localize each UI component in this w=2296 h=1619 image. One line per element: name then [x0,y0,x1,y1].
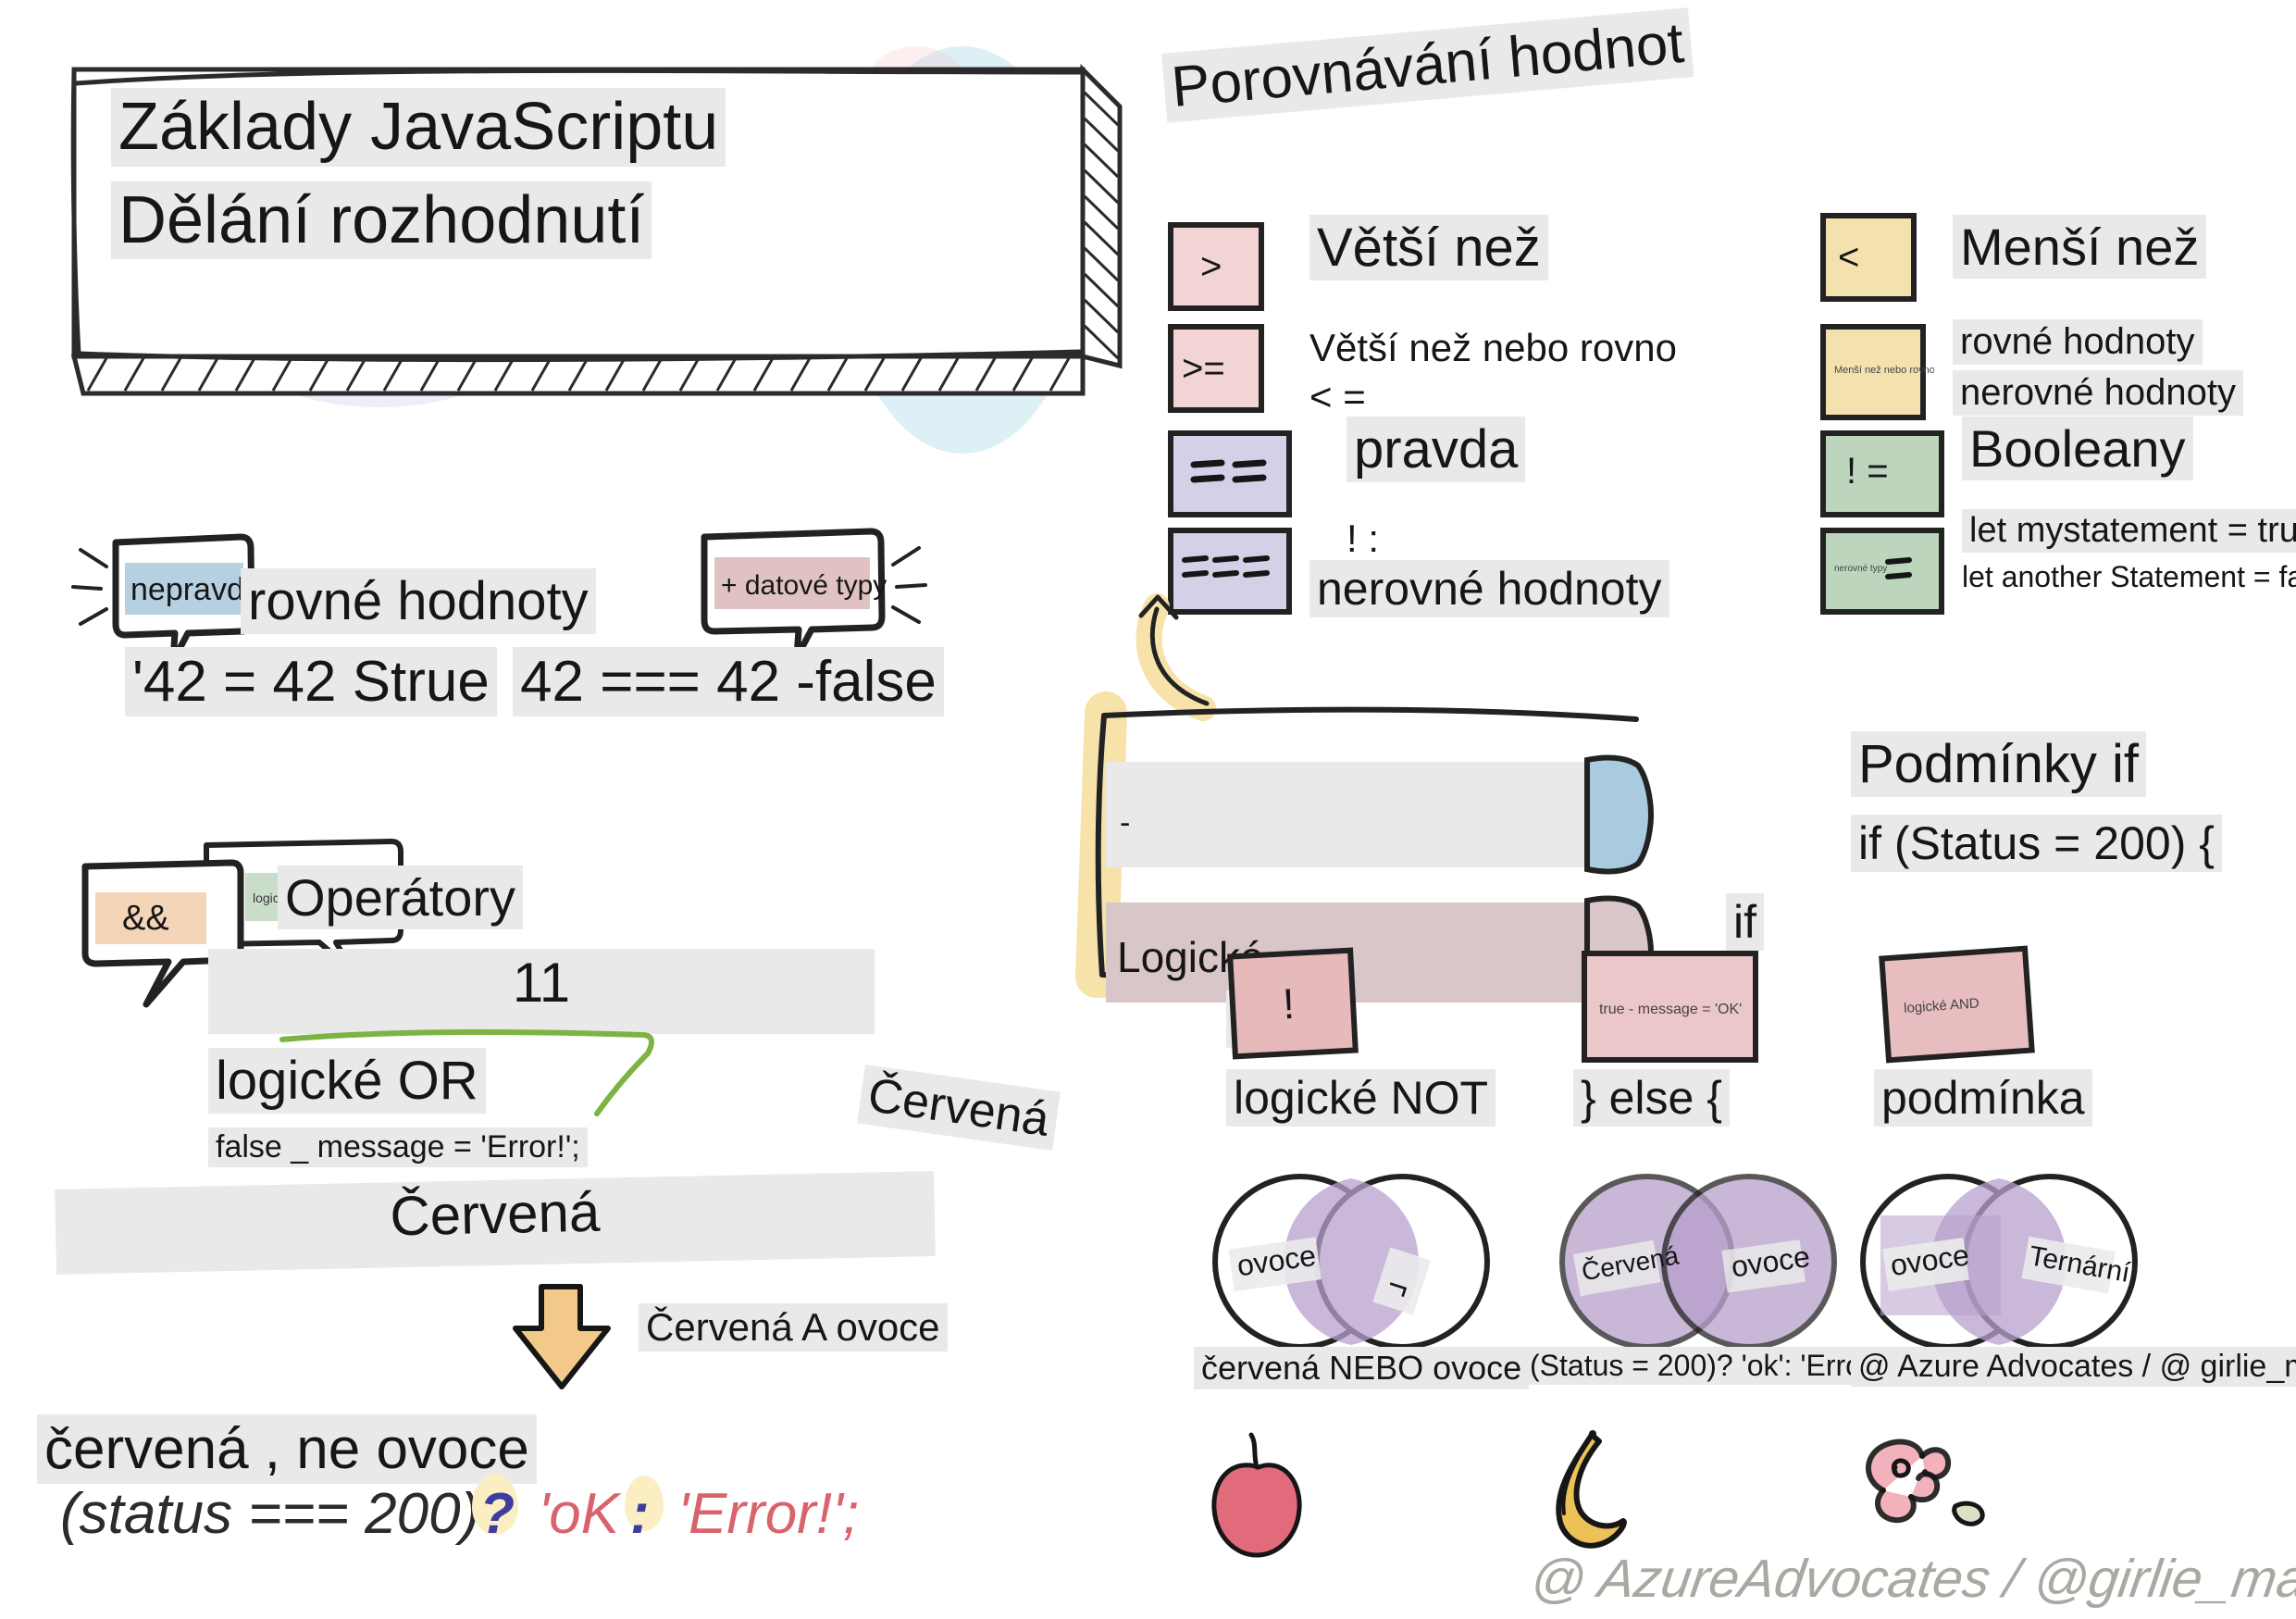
svg-text:&&: && [122,899,169,938]
svg-text:Menší než nebo rovno: Menší než nebo rovno [1834,365,1934,376]
svg-text:-: - [1120,805,1130,841]
svg-text:! =: ! = [1846,451,1889,492]
svg-text:+ datové typy: + datové typy [721,570,887,601]
svg-text:true - message = 'OK': true - message = 'OK' [1599,1002,1742,1017]
svg-text:>=: >= [1182,348,1225,389]
svg-text:<: < [1838,237,1859,278]
svg-text:nerovné typy: nerovné typy [1834,564,1887,574]
svg-text:!: ! [1282,979,1296,1028]
svg-text:>: > [1200,246,1222,287]
